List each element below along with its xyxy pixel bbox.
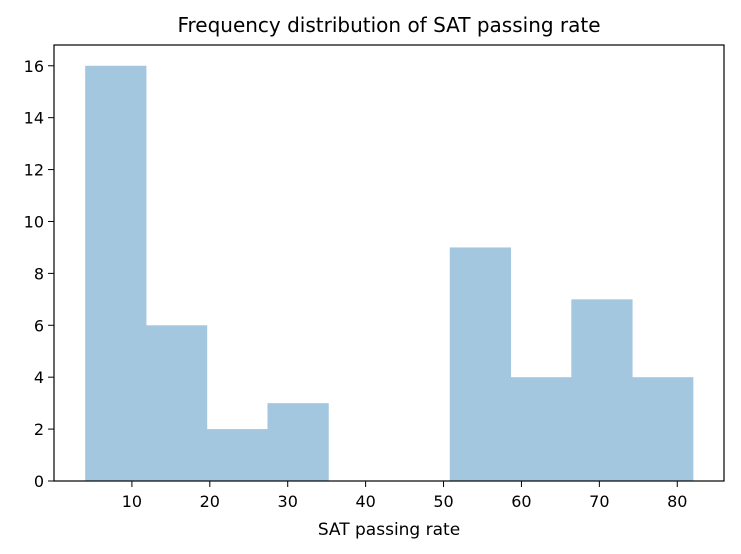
histogram-bar-8 — [571, 299, 633, 481]
x-tick-label: 80 — [667, 492, 687, 511]
y-tick-label: 12 — [24, 161, 44, 180]
x-tick-label: 60 — [511, 492, 531, 511]
bars-group — [85, 65, 694, 481]
x-tick-label: 30 — [278, 492, 298, 511]
x-axis: 10 20 30 40 50 60 70 80 — [122, 481, 687, 511]
x-tick-label: 50 — [433, 492, 453, 511]
x-axis-label: SAT passing rate — [318, 520, 460, 540]
x-tick-label: 10 — [122, 492, 142, 511]
histogram-bar-0 — [85, 65, 147, 481]
x-tick-label: 40 — [355, 492, 375, 511]
y-tick-label: 4 — [34, 368, 44, 387]
histogram-bar-2 — [206, 429, 268, 481]
y-tick-label: 8 — [34, 264, 44, 283]
x-tick-label: 20 — [200, 492, 220, 511]
histogram-bar-9 — [632, 377, 694, 481]
y-tick-label: 6 — [34, 316, 44, 335]
y-tick-label: 0 — [34, 472, 44, 491]
y-tick-label: 14 — [24, 109, 44, 128]
histogram-bar-1 — [145, 325, 208, 481]
histogram-bar-6 — [449, 247, 512, 481]
y-tick-label: 2 — [34, 420, 44, 439]
y-tick-label: 16 — [24, 57, 44, 76]
plot-frame — [53, 44, 725, 482]
chart-title: Frequency distribution of SAT passing ra… — [177, 13, 600, 37]
y-tick-label: 10 — [24, 212, 44, 231]
histogram-bar-3 — [267, 403, 329, 481]
histogram-bar-7 — [510, 377, 572, 481]
y-axis: 0 2 4 6 8 10 12 14 16 — [24, 57, 54, 491]
x-tick-label: 70 — [589, 492, 609, 511]
